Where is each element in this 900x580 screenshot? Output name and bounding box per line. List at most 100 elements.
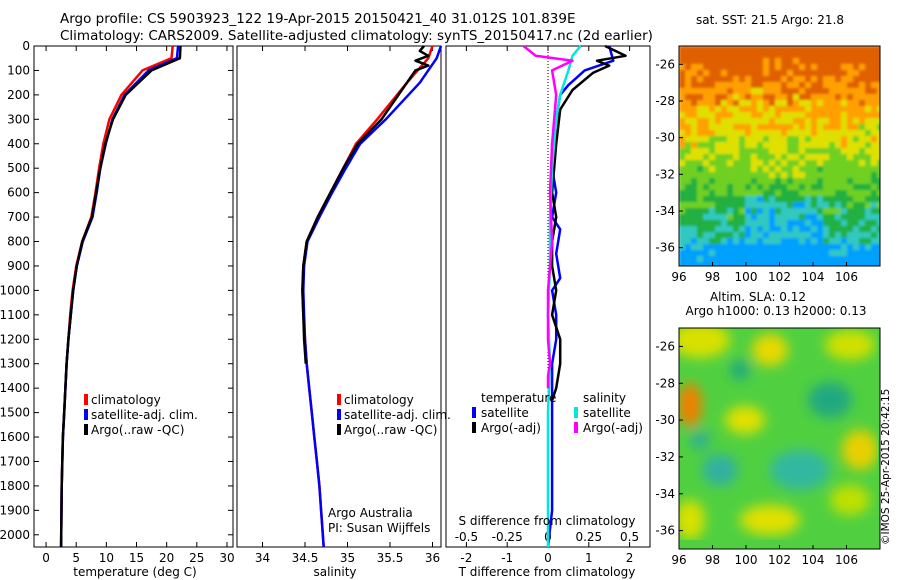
sst-cell [811,76,817,82]
x-tick-label: 102 [768,270,791,284]
sst-cell [769,124,775,130]
sst-cell [733,232,739,238]
sst-cell [691,82,697,88]
x-tick-label: 100 [735,270,758,284]
sst-cell [793,208,799,214]
sst-cell [793,94,799,100]
sst-cell [793,100,799,106]
sst-cell [691,232,697,238]
sst-cell [829,52,835,58]
sst-cell [793,118,799,124]
sst-cell [727,166,733,172]
sst-cell [775,76,781,82]
sst-cell [709,124,715,130]
sst-cell [745,154,751,160]
x-tick-label: 96 [671,270,686,284]
sst-cell [835,124,841,130]
sst-cell [709,112,715,118]
sst-cell [841,232,847,238]
legend-swatch-sal-satellite [574,407,578,418]
y-tick-label: -36 [655,524,675,538]
sst-cell [781,124,787,130]
sst-cell [847,106,853,112]
sst-cell [793,46,799,52]
sla-blobs [679,328,878,540]
sst-cell [697,160,703,166]
sst-cell [853,94,859,100]
sst-cell [823,136,829,142]
sst-cell [853,58,859,64]
sst-cell [793,178,799,184]
sst-cell [733,256,739,262]
sst-cell [757,64,763,70]
y-tick-label: 500 [7,161,30,175]
sst-cell [835,220,841,226]
sst-cell [847,100,853,106]
sst-cell [691,70,697,76]
sst-cell [751,58,757,64]
sst-cell [847,82,853,88]
sst-cell [805,160,811,166]
sst-cell [697,214,703,220]
sst-cell [775,88,781,94]
sst-cell [793,142,799,148]
sst-cell [733,220,739,226]
sst-cell [817,100,823,106]
sst-cell [829,244,835,250]
sst-cell [871,208,877,214]
sst-cell [877,208,880,214]
legend-label-satellite: satellite-adj. clim. [344,408,451,422]
sla-blob [679,500,705,540]
sst-cell [817,214,823,220]
sst-cell [733,130,739,136]
sst-cell [859,100,865,106]
sst-cell [715,262,721,266]
sst-cell [721,160,727,166]
sst-cell [763,58,769,64]
sst-cell [823,238,829,244]
sst-cell [817,196,823,202]
sst-cell [817,178,823,184]
sst-cell [817,58,823,64]
sst-cell [739,202,745,208]
sst-cell [751,136,757,142]
sst-cell [745,82,751,88]
sst-cell [865,46,871,52]
sst-cell [805,178,811,184]
sst-heatmap [679,46,880,266]
sst-cell [835,160,841,166]
sst-cell [709,94,715,100]
sst-cell [853,214,859,220]
sst-cell [853,136,859,142]
sst-cell [853,232,859,238]
sst-cell [721,178,727,184]
sst-cell [697,130,703,136]
sst-cell [805,118,811,124]
sst-cell [691,52,697,58]
sst-cell [763,82,769,88]
sst-cell [787,124,793,130]
sst-cell [769,226,775,232]
sst-cell [781,226,787,232]
sst-cell [805,112,811,118]
sst-cell [763,52,769,58]
sst-cell [877,142,880,148]
sst-cell [877,58,880,64]
sst-cell [859,148,865,154]
sst-cell [685,220,691,226]
sst-cell [853,106,859,112]
sst-cell [823,160,829,166]
sst-cell [865,262,871,266]
sst-cell [817,262,823,266]
sst-cell [745,106,751,112]
sst-cell [721,244,727,250]
sst-cell [703,136,709,142]
sst-cell [715,226,721,232]
sst-cell [715,76,721,82]
sst-cell [817,148,823,154]
x-tick-label: 104 [802,553,825,567]
sst-cell [829,160,835,166]
sst-cell [817,154,823,160]
sst-cell [841,76,847,82]
sst-cell [847,256,853,262]
